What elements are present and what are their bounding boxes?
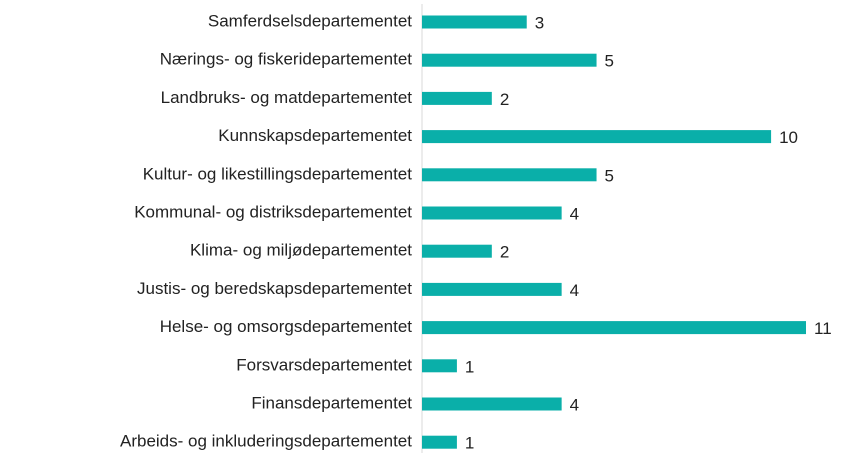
value-label: 5 bbox=[605, 52, 614, 71]
value-label: 2 bbox=[500, 243, 509, 262]
value-label: 4 bbox=[570, 204, 579, 223]
category-label: Samferdselsdepartementet bbox=[208, 11, 412, 30]
category-label: Kunnskapsdepartementet bbox=[218, 126, 412, 145]
bar bbox=[422, 397, 562, 411]
category-label: Nærings- og fiskeridepartementet bbox=[160, 50, 413, 69]
category-label: Helse- og omsorgsdepartementet bbox=[160, 317, 413, 336]
category-label: Landbruks- og matdepartementet bbox=[161, 88, 413, 107]
bar bbox=[422, 435, 457, 449]
bar bbox=[422, 168, 597, 182]
value-label: 4 bbox=[570, 395, 579, 414]
value-label: 2 bbox=[500, 90, 509, 109]
category-label: Arbeids- og inkluderingsdepartementet bbox=[120, 432, 412, 451]
bar bbox=[422, 53, 597, 67]
bar bbox=[422, 359, 457, 373]
bar bbox=[422, 244, 492, 258]
bar bbox=[422, 15, 527, 29]
category-label: Kultur- og likestillingsdepartementet bbox=[143, 164, 413, 183]
category-label: Justis- og beredskapsdepartementet bbox=[137, 279, 412, 298]
value-label: 11 bbox=[814, 319, 832, 338]
value-label: 1 bbox=[465, 357, 474, 376]
value-label: 4 bbox=[570, 281, 579, 300]
category-label: Klima- og miljødepartementet bbox=[190, 241, 412, 260]
category-label: Finansdepartementet bbox=[251, 393, 412, 412]
value-label: 5 bbox=[605, 166, 614, 185]
bar bbox=[422, 282, 562, 296]
bar bbox=[422, 91, 492, 105]
bar bbox=[422, 321, 806, 335]
value-label: 10 bbox=[779, 128, 798, 147]
value-label: 1 bbox=[465, 434, 474, 453]
bar bbox=[422, 130, 772, 144]
value-label: 3 bbox=[535, 13, 544, 32]
category-label: Forsvarsdepartementet bbox=[236, 355, 412, 374]
bar bbox=[422, 206, 562, 220]
category-label: Kommunal- og distriksdepartementet bbox=[134, 202, 412, 221]
